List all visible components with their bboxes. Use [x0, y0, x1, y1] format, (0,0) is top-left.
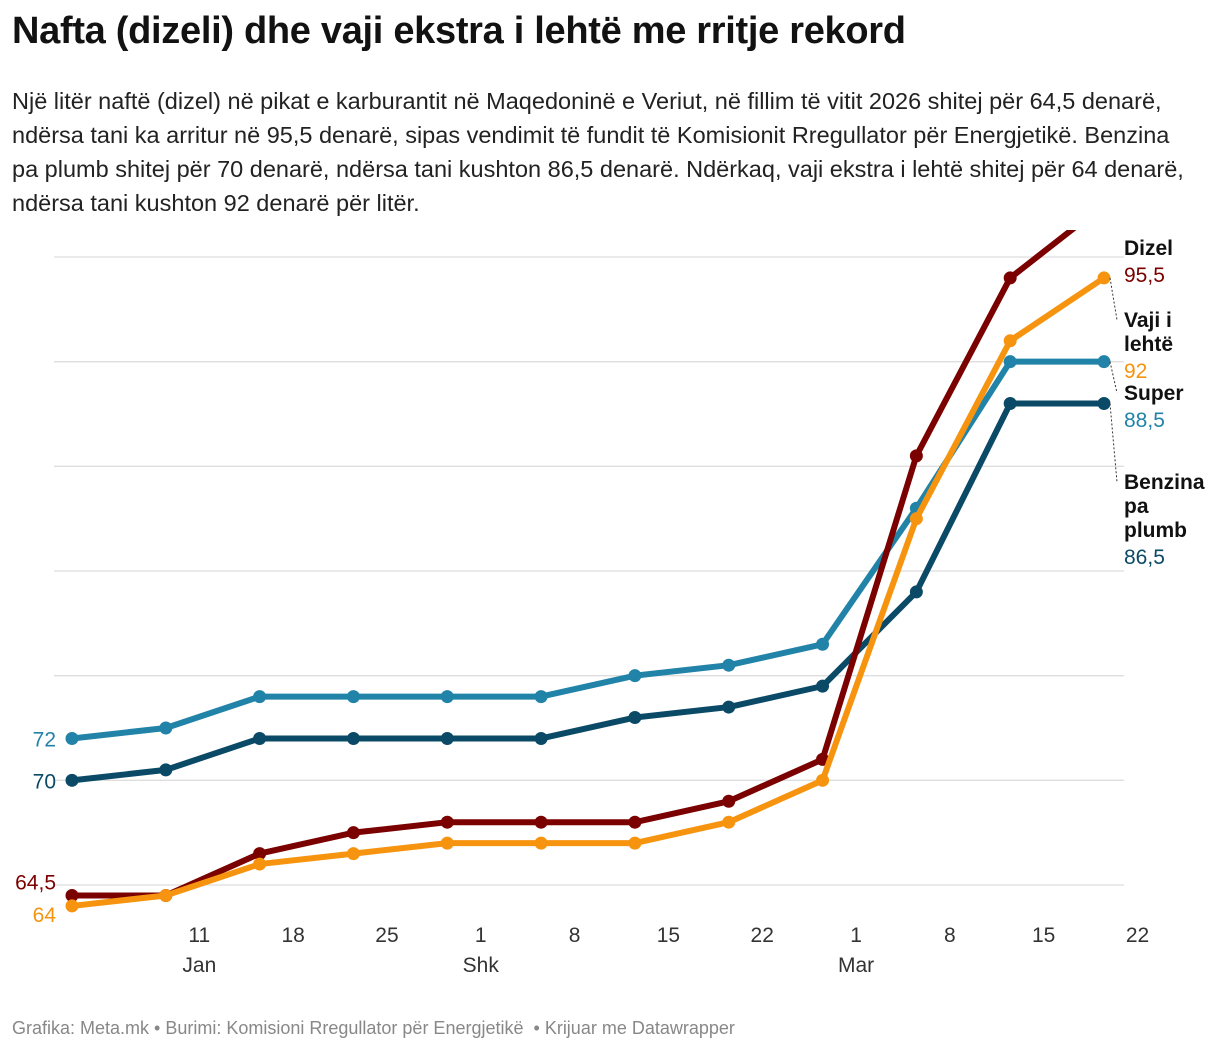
data-point-super	[65, 731, 79, 745]
series-name-label-vaji-i-leht-: lehtë	[1124, 333, 1173, 356]
data-point-vaji-i-leht-	[253, 857, 267, 871]
x-tick-label: 8	[944, 924, 956, 947]
footer-source: Burimi: Komisioni Rregullator për Energj…	[165, 1018, 524, 1038]
line-chart: 11 Jan 18 25 1 Shk 8 15 22 1 Mar 8 15 22 72 70 64,5 64 Su…	[15, 230, 1205, 977]
data-point-benzina-pa-plumb	[534, 731, 548, 745]
data-point-dizel	[722, 794, 736, 808]
data-point-benzina-pa-plumb	[65, 773, 79, 787]
footer-separator: •	[149, 1018, 166, 1038]
footer: Grafika: Meta.mk • Burimi: Komisioni Rre…	[12, 1018, 735, 1039]
data-point-benzina-pa-plumb	[1003, 397, 1017, 411]
data-point-dizel	[346, 826, 360, 840]
start-value-label-dizel: 64,5	[15, 871, 56, 894]
data-point-vaji-i-leht-	[534, 836, 548, 850]
data-point-dizel	[253, 847, 267, 861]
label-leader-line	[1109, 403, 1118, 483]
data-point-benzina-pa-plumb	[159, 763, 173, 777]
x-tick-label: 22	[1126, 924, 1149, 947]
series-name-label-benzina-pa-plumb: plumb	[1124, 519, 1187, 542]
data-point-vaji-i-leht-	[816, 773, 830, 787]
data-point-vaji-i-leht-	[440, 836, 454, 850]
data-point-super	[346, 690, 360, 704]
data-point-benzina-pa-plumb	[816, 679, 830, 693]
x-tick-label: 22	[751, 924, 774, 947]
data-point-vaji-i-leht-	[722, 815, 736, 829]
series-line-benzina-pa-plumb	[69, 400, 1107, 784]
series-name-label-benzina-pa-plumb: pa	[1124, 495, 1149, 518]
x-month-label: Mar	[838, 954, 874, 977]
data-point-super	[816, 637, 830, 651]
data-point-dizel	[440, 815, 454, 829]
end-value-label-benzina-pa-plumb: 86,5	[1124, 546, 1165, 569]
data-point-benzina-pa-plumb	[440, 731, 454, 745]
data-point-dizel	[534, 815, 548, 829]
start-value-label-super: 72	[33, 728, 56, 751]
series-name-label-super: Super	[1124, 382, 1184, 405]
data-point-super	[722, 658, 736, 672]
data-point-super	[1097, 355, 1111, 369]
footer-made-with: Krijuar me Datawrapper	[544, 1018, 735, 1038]
data-point-vaji-i-leht-	[346, 847, 360, 861]
data-point-benzina-pa-plumb	[346, 731, 360, 745]
data-point-vaji-i-leht-	[909, 512, 923, 526]
data-point-benzina-pa-plumb	[253, 731, 267, 745]
series-line-super	[69, 358, 1107, 742]
chart-title: Nafta (dizeli) dhe vaji ekstra i lehtë m…	[12, 10, 906, 52]
x-axis: 11 Jan 18 25 1 Shk 8 15 22 1 Mar 8 15 22	[182, 924, 1149, 977]
x-tick-label: 15	[657, 924, 680, 947]
data-point-super	[1003, 355, 1017, 369]
data-point-vaji-i-leht-	[1003, 334, 1017, 348]
x-tick-label: 25	[375, 924, 398, 947]
x-tick-label: 18	[281, 924, 304, 947]
x-month-label: Jan	[182, 954, 216, 977]
data-point-vaji-i-leht-	[65, 899, 79, 913]
data-point-benzina-pa-plumb	[1097, 397, 1111, 411]
series-line-vaji-i-leht-	[69, 274, 1107, 909]
start-value-label-vaji-i-leht-: 64	[33, 904, 57, 927]
data-point-dizel	[1003, 271, 1017, 285]
data-point-benzina-pa-plumb	[909, 585, 923, 599]
data-point-dizel	[909, 449, 923, 463]
footer-separator-2: •	[523, 1018, 545, 1038]
x-month-label: Shk	[463, 954, 500, 977]
data-point-super	[440, 690, 454, 704]
series-line-dizel	[69, 230, 1077, 899]
label-leader-line	[1109, 361, 1118, 394]
x-tick-label: 1	[475, 924, 487, 947]
chart-subtitle: Një litër naftë (dizel) në pikat e karbu…	[12, 88, 1184, 216]
data-point-vaji-i-leht-	[159, 888, 173, 902]
data-point-dizel	[628, 815, 642, 829]
data-point-super	[628, 669, 642, 683]
series-lines	[65, 230, 1111, 913]
end-value-label-super: 88,5	[1124, 409, 1165, 432]
x-tick-label: 11	[188, 924, 210, 947]
data-point-super	[159, 721, 173, 735]
end-value-label-dizel: 95,5	[1124, 264, 1165, 287]
start-value-label-benzina-pa-plumb: 70	[33, 770, 56, 793]
x-tick-label: 15	[1032, 924, 1055, 947]
footer-credit: Grafika: Meta.mk	[12, 1018, 150, 1038]
data-point-benzina-pa-plumb	[628, 711, 642, 725]
data-point-dizel	[65, 888, 79, 902]
series-name-label-vaji-i-leht-: Vaji i	[1124, 309, 1172, 332]
series-name-label-benzina-pa-plumb: Benzina	[1124, 471, 1205, 494]
data-point-benzina-pa-plumb	[722, 700, 736, 714]
data-point-super	[253, 690, 267, 704]
label-leader-line	[1109, 277, 1118, 321]
x-tick-label: 8	[569, 924, 581, 947]
series-name-label-dizel: Dizel	[1124, 237, 1173, 260]
data-point-vaji-i-leht-	[1097, 271, 1111, 285]
end-value-label-vaji-i-leht-: 92	[1124, 360, 1147, 383]
data-point-vaji-i-leht-	[628, 836, 642, 850]
data-point-super	[534, 690, 548, 704]
x-tick-label: 1	[850, 924, 862, 947]
gridlines	[54, 256, 1124, 886]
